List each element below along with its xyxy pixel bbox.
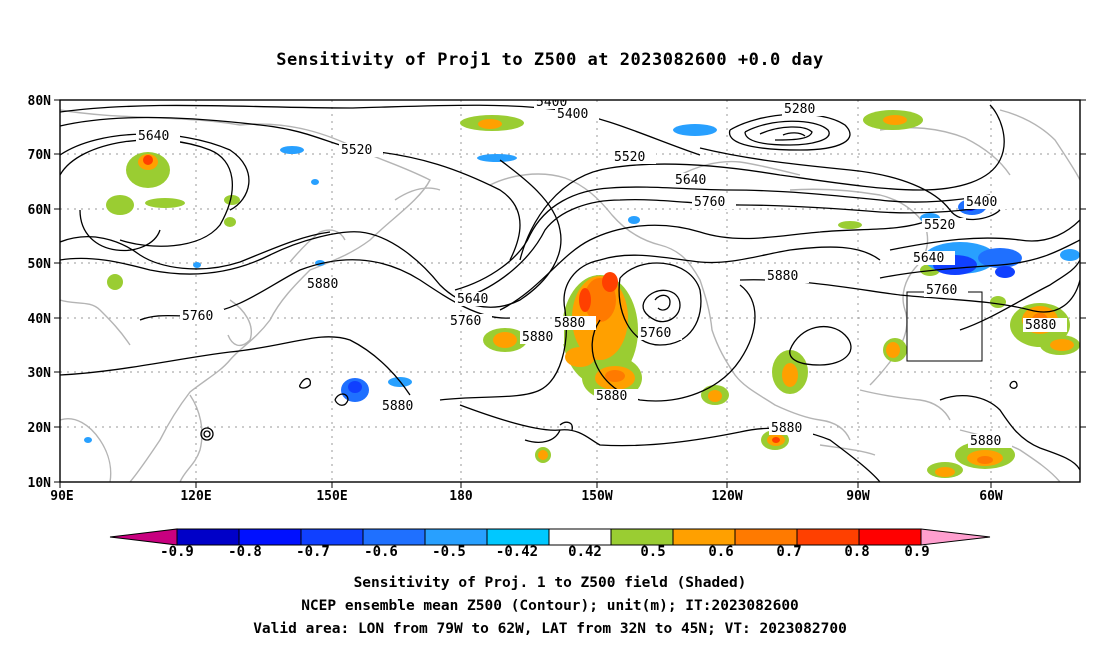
colorbar-swatch [610, 528, 674, 546]
contour-label: 5400 [536, 95, 567, 110]
colorbar-swatch [176, 528, 240, 546]
colorbar-label: 0.9 [904, 544, 929, 560]
contour-label: 5880 [767, 269, 798, 284]
colorbar-labels: -0.9 -0.8 -0.7 -0.6 -0.5 -0.42 0.42 0.5 … [160, 544, 930, 560]
contour-label: 5760 [926, 283, 957, 298]
axis-ticks [54, 99, 1086, 488]
contour-label: 5760 [640, 326, 671, 341]
colorbar-swatch [672, 528, 736, 546]
colorbar-min-arrow [109, 528, 178, 546]
contour-label: 5520 [614, 150, 645, 165]
lon-label: 150E [316, 489, 347, 504]
contour-label: 5880 [307, 277, 338, 292]
contour-label: 5640 [913, 251, 944, 266]
colorbar-swatch [362, 528, 426, 546]
colorbar: -0.9 -0.8 -0.7 -0.6 -0.5 -0.42 0.42 0.5 … [109, 528, 991, 560]
colorbar-swatch [858, 528, 922, 546]
lat-label: 80N [28, 94, 52, 109]
lon-label: 60W [979, 489, 1003, 504]
lat-label: 60N [28, 203, 52, 218]
lon-label: 90E [50, 489, 73, 504]
colorbar-swatch [300, 528, 364, 546]
contour-label: 5640 [675, 173, 706, 188]
lon-label: 180 [449, 489, 473, 504]
contour-label: 5880 [596, 389, 627, 404]
page-title: Sensitivity of Proj1 to Z500 at 20230826… [276, 50, 824, 70]
contour-label: 5880 [522, 330, 553, 345]
lat-label: 70N [28, 148, 52, 163]
colorbar-swatch [734, 528, 798, 546]
lat-label: 20N [28, 421, 52, 436]
colorbar-label: -0.6 [364, 544, 398, 560]
lon-labels: 90E 120E 150E 180 150W 120W 90W 60W [50, 489, 1003, 504]
contour-label: 5520 [341, 143, 372, 158]
grid-lines [60, 100, 1080, 482]
colorbar-max-arrow [920, 528, 991, 546]
contour-label: 5760 [694, 195, 725, 210]
contour-label: 5640 [138, 129, 169, 144]
sensitivity-map: 5400 5400 5280 5640 5520 5520 [28, 94, 1086, 560]
contour-label: 5640 [457, 292, 488, 307]
contour-label: 5400 [557, 107, 588, 122]
colorbar-swatch [424, 528, 488, 546]
contour-label: 5760 [450, 314, 481, 329]
lat-label: 10N [28, 476, 52, 491]
colorbar-swatch [796, 528, 860, 546]
contour-label: 5880 [1025, 318, 1056, 333]
lon-label: 120W [711, 489, 742, 504]
colorbar-swatch [238, 528, 302, 546]
colorbar-label: 0.8 [844, 544, 869, 560]
lat-label: 50N [28, 257, 52, 272]
contour-label: 5880 [970, 434, 1001, 449]
lat-label: 40N [28, 312, 52, 327]
contour-label: 5880 [771, 421, 802, 436]
colorbar-label: 0.5 [640, 544, 665, 560]
z500-contours [60, 104, 1080, 482]
colorbar-label: -0.9 [160, 544, 194, 560]
lon-label: 150W [581, 489, 612, 504]
colorbar-label: -0.42 [496, 544, 538, 560]
colorbar-label: -0.7 [296, 544, 330, 560]
contour-label: 5880 [382, 399, 413, 414]
contour-label: 5280 [784, 102, 815, 117]
contour-label: 5520 [924, 218, 955, 233]
lon-label: 120E [180, 489, 211, 504]
colorbar-label: 0.42 [568, 544, 602, 560]
map-frame [60, 100, 1080, 482]
caption-valid-area: Valid area: LON from 79W to 62W, LAT fro… [253, 621, 847, 637]
map-border [59, 99, 1081, 483]
lat-labels: 80N 70N 60N 50N 40N 30N 20N 10N [28, 94, 52, 491]
lat-label: 30N [28, 366, 52, 381]
colorbar-label: -0.5 [432, 544, 466, 560]
colorbar-label: 0.6 [708, 544, 733, 560]
contour-labels: 5400 5400 5280 5640 5520 5520 [136, 95, 1067, 449]
colorbar-swatch [548, 528, 612, 546]
colorbar-label: -0.8 [228, 544, 262, 560]
lon-label: 90W [846, 489, 870, 504]
colorbar-swatch [486, 528, 550, 546]
caption-contour: NCEP ensemble mean Z500 (Contour); unit(… [301, 598, 799, 614]
contour-label: 5400 [966, 195, 997, 210]
contour-label: 5880 [554, 316, 585, 331]
colorbar-label: 0.7 [776, 544, 801, 560]
colorbar-boxes [109, 528, 991, 546]
contour-label: 5760 [182, 309, 213, 324]
caption-shading: Sensitivity of Proj. 1 to Z500 field (Sh… [353, 575, 747, 591]
